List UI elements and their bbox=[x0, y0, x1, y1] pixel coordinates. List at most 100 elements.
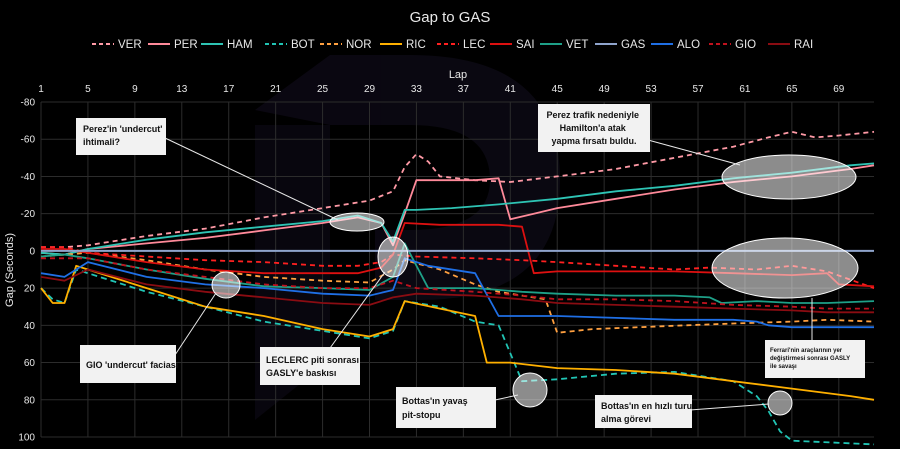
annotation-a7-line-3: ile savaşı bbox=[770, 364, 797, 370]
annotation-a2-line-3: yapma fırsatı buldu. bbox=[551, 136, 636, 146]
chart-title: Gap to GAS bbox=[410, 9, 491, 26]
annotation-a3: GIO 'undercut' faciası bbox=[86, 360, 178, 370]
legend-label-rai: RAI bbox=[794, 39, 813, 51]
annotation-a2: Perez trafik nedeniyle Hamilton'a atak y… bbox=[546, 110, 641, 146]
highlight-gio-undercut bbox=[211, 271, 241, 299]
legend-label-ver: VER bbox=[118, 39, 142, 51]
x-tick-label: 1 bbox=[38, 84, 44, 95]
pointer-a5 bbox=[494, 394, 519, 401]
series-line-rai bbox=[40, 268, 874, 314]
series-line-ver bbox=[41, 130, 875, 249]
legend-label-lec: LEC bbox=[463, 39, 485, 51]
x-tick-label: 13 bbox=[176, 84, 188, 95]
x-tick-label: 45 bbox=[552, 84, 564, 95]
y-tick-labels: -80 -60 -40 -20 0 20 40 60 80 100 bbox=[18, 98, 35, 444]
x-tick-labels: 1 5 9 13 17 21 25 29 33 37 41 45 49 53 57 61 65 69 bbox=[38, 84, 845, 95]
highlight-leclerc-pit bbox=[377, 236, 409, 278]
annotation-box-a5 bbox=[396, 387, 496, 428]
pointer-a2 bbox=[647, 139, 741, 166]
y-axis-title: Gap (Seconds) bbox=[4, 233, 16, 307]
series-line-alo bbox=[40, 257, 874, 329]
annotation-a4-line-2: GASLY'e baskısı bbox=[266, 368, 336, 378]
y-tick-label: 20 bbox=[24, 284, 36, 295]
x-tick-label: 5 bbox=[85, 84, 91, 95]
x-tick-label: 37 bbox=[458, 84, 470, 95]
pointer-a1 bbox=[164, 137, 339, 221]
highlight-bottas-slow-pit bbox=[512, 372, 548, 408]
series-line-per bbox=[40, 164, 875, 256]
annotation-a7-line-2: değiştirmesi sonrası GASLY bbox=[770, 356, 850, 362]
series-line-vet bbox=[40, 242, 875, 304]
x-axis-title: Lap bbox=[449, 69, 467, 81]
x-tick-label: 25 bbox=[317, 84, 329, 95]
series-line-ham bbox=[40, 162, 875, 256]
y-tick-label: 40 bbox=[24, 321, 36, 332]
legend: VER PER HAM BOT NOR RIC LEC SAI VET GAS ALO GIO RAI bbox=[92, 39, 813, 51]
annotation-a1: Perez'in 'undercut' ihtimali? bbox=[83, 124, 165, 147]
x-tick-label: 29 bbox=[364, 84, 376, 95]
x-tick-label: 9 bbox=[132, 84, 138, 95]
legend-label-ham: HAM bbox=[227, 39, 253, 51]
x-tick-label: 17 bbox=[223, 84, 235, 95]
x-tick-label: 61 bbox=[739, 84, 751, 95]
y-tick-label: 80 bbox=[24, 395, 36, 406]
annotation-box-a6 bbox=[595, 395, 692, 428]
highlight-perez-traffic bbox=[721, 154, 857, 200]
x-tick-label: 21 bbox=[270, 84, 282, 95]
highlight-perez-undercut bbox=[329, 212, 385, 232]
pointer-a3 bbox=[174, 292, 217, 356]
x-tick-label: 33 bbox=[411, 84, 423, 95]
pointer-lines bbox=[164, 137, 813, 411]
x-tick-label: 41 bbox=[505, 84, 517, 95]
x-tick-label: 53 bbox=[646, 84, 658, 95]
annotation-a2-line-2: Hamilton'a atak bbox=[560, 123, 627, 133]
legend-label-vet: VET bbox=[566, 39, 588, 51]
annotation-a5-line-1: Bottas'ın yavaş bbox=[402, 396, 468, 406]
highlight-ferrari-swap bbox=[711, 237, 859, 299]
highlight-ellipses bbox=[211, 154, 859, 416]
annotation-a7: Ferrari'nin araçlarının yer değiştirmesi… bbox=[770, 348, 852, 370]
x-tick-label: 69 bbox=[833, 84, 845, 95]
x-tick-label: 49 bbox=[599, 84, 611, 95]
annotation-a5-line-2: pit-stopu bbox=[402, 410, 441, 420]
annotation-a1-line-1: Perez'in 'undercut' bbox=[83, 124, 162, 134]
y-tick-label: -60 bbox=[21, 135, 36, 146]
series-line-gio bbox=[41, 257, 874, 310]
legend-label-ric: RIC bbox=[406, 39, 426, 51]
pointer-a4 bbox=[324, 271, 386, 356]
annotation-a4: LECLERC piti sonrası GASLY'e baskısı bbox=[266, 355, 362, 378]
y-tick-label: 60 bbox=[24, 358, 36, 369]
legend-label-gio: GIO bbox=[735, 39, 756, 51]
series-line-bot bbox=[40, 268, 875, 446]
annotation-a4-line-1: LECLERC piti sonrası bbox=[266, 355, 359, 365]
highlight-bottas-fastest-lap bbox=[767, 390, 793, 416]
legend-label-gas: GAS bbox=[621, 39, 646, 51]
annotation-boxes: Perez'in 'undercut' ihtimali? Perez traf… bbox=[76, 104, 865, 428]
legend-label-sai: SAI bbox=[516, 39, 535, 51]
y-tick-label: -80 bbox=[21, 98, 36, 109]
series-line-ric bbox=[40, 264, 875, 401]
annotation-box-a2 bbox=[538, 104, 650, 152]
annotation-box-a4 bbox=[260, 347, 360, 385]
annotation-box-a7 bbox=[765, 340, 865, 378]
annotation-box-a3 bbox=[80, 345, 176, 383]
y-tick-label: 100 bbox=[18, 433, 35, 444]
legend-label-bot: BOT bbox=[291, 39, 315, 51]
y-tick-label: 0 bbox=[29, 246, 35, 257]
x-tick-label: 65 bbox=[786, 84, 798, 95]
y-tick-label: -20 bbox=[21, 209, 36, 220]
annotation-a2-line-1: Perez trafik nedeniyle bbox=[546, 110, 639, 120]
x-tick-label: 57 bbox=[692, 84, 704, 95]
annotation-a6-line-2: alma görevi bbox=[601, 414, 651, 424]
annotation-a3-line-1: GIO 'undercut' faciası bbox=[86, 360, 178, 370]
series-line-nor bbox=[40, 251, 875, 334]
annotation-a1-line-2: ihtimali? bbox=[83, 137, 120, 147]
annotation-a6-line-1: Bottas'ın en hızlı turu bbox=[601, 401, 692, 411]
legend-label-per: PER bbox=[174, 39, 198, 51]
legend-label-nor: NOR bbox=[346, 39, 372, 51]
annotation-a5: Bottas'ın yavaş pit-stopu bbox=[402, 396, 470, 420]
annotation-box-a1 bbox=[76, 118, 166, 155]
pointer-a6 bbox=[689, 403, 770, 411]
legend-label-alo: ALO bbox=[677, 39, 700, 51]
